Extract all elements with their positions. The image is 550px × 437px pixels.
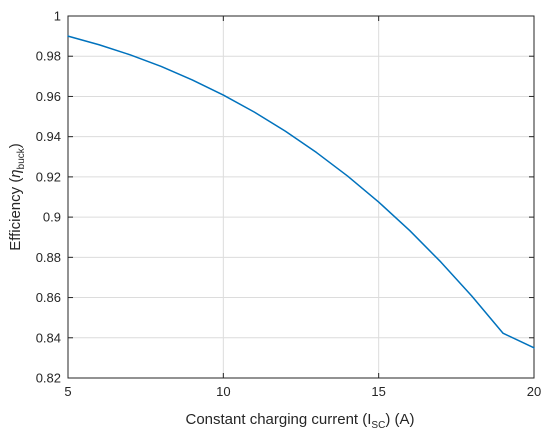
y-axis-title-subscript: buck xyxy=(16,147,27,169)
y-tick-label: 0.96 xyxy=(36,89,61,104)
y-tick-label: 0.94 xyxy=(36,129,61,144)
y-tick-label: 1 xyxy=(54,9,61,24)
series-layer xyxy=(67,35,535,349)
efficiency-data-point xyxy=(502,332,504,334)
y-tick-label: 0.98 xyxy=(36,49,61,64)
y-tick-label: 0.9 xyxy=(43,210,61,225)
efficiency-data-point xyxy=(440,261,442,263)
efficiency-data-point xyxy=(160,66,162,68)
y-tick-label: 0.86 xyxy=(36,290,61,305)
efficiency-series-line xyxy=(67,35,535,349)
y-tick-label: 0.82 xyxy=(36,371,61,386)
x-axis-title: Constant charging current (ISC) (A) xyxy=(185,411,414,431)
efficiency-data-point xyxy=(129,54,131,56)
y-axis-title-end: ) xyxy=(7,143,24,148)
efficiency-data-point xyxy=(67,35,69,37)
efficiency-data-point xyxy=(471,295,473,297)
y-tick-label: 0.84 xyxy=(36,330,61,345)
efficiency-data-point xyxy=(409,230,411,232)
x-tick-label: 20 xyxy=(527,384,541,399)
y-tick-labels: 0.82 0.84 0.86 0.88 0.9 0.92 0.94 0.96 0.98 1 xyxy=(36,9,61,386)
y-tick-label: 0.92 xyxy=(36,169,61,184)
efficiency-data-point xyxy=(347,175,349,177)
x-axis-title-subscript: SC xyxy=(371,420,385,431)
grid xyxy=(68,16,534,378)
y-axis-title: Efficiency (ηbuck) xyxy=(7,143,27,251)
x-tick-label: 15 xyxy=(371,384,385,399)
x-axis-title-end: ) (A) xyxy=(385,411,414,428)
y-tick-label: 0.88 xyxy=(36,250,61,265)
x-tick-label: 10 xyxy=(216,384,230,399)
x-tick-labels: 5 10 15 20 xyxy=(64,384,541,399)
x-axis-title-main: Constant charging current (I xyxy=(185,411,371,428)
plot-frame xyxy=(67,15,535,379)
efficiency-data-point xyxy=(191,79,193,81)
efficiency-data-point xyxy=(254,111,256,113)
efficiency-data-point xyxy=(222,94,224,96)
y-axis-title-main: Efficiency ( xyxy=(7,178,24,251)
efficiency-data-point xyxy=(316,152,318,154)
x-tick-label: 5 xyxy=(64,384,71,399)
efficiency-data-point xyxy=(533,347,535,349)
tick-marks xyxy=(67,15,535,379)
y-axis-title-eta: η xyxy=(7,169,24,177)
efficiency-data-point xyxy=(378,201,380,203)
efficiency-data-point xyxy=(98,44,100,46)
efficiency-data-point xyxy=(285,130,287,132)
